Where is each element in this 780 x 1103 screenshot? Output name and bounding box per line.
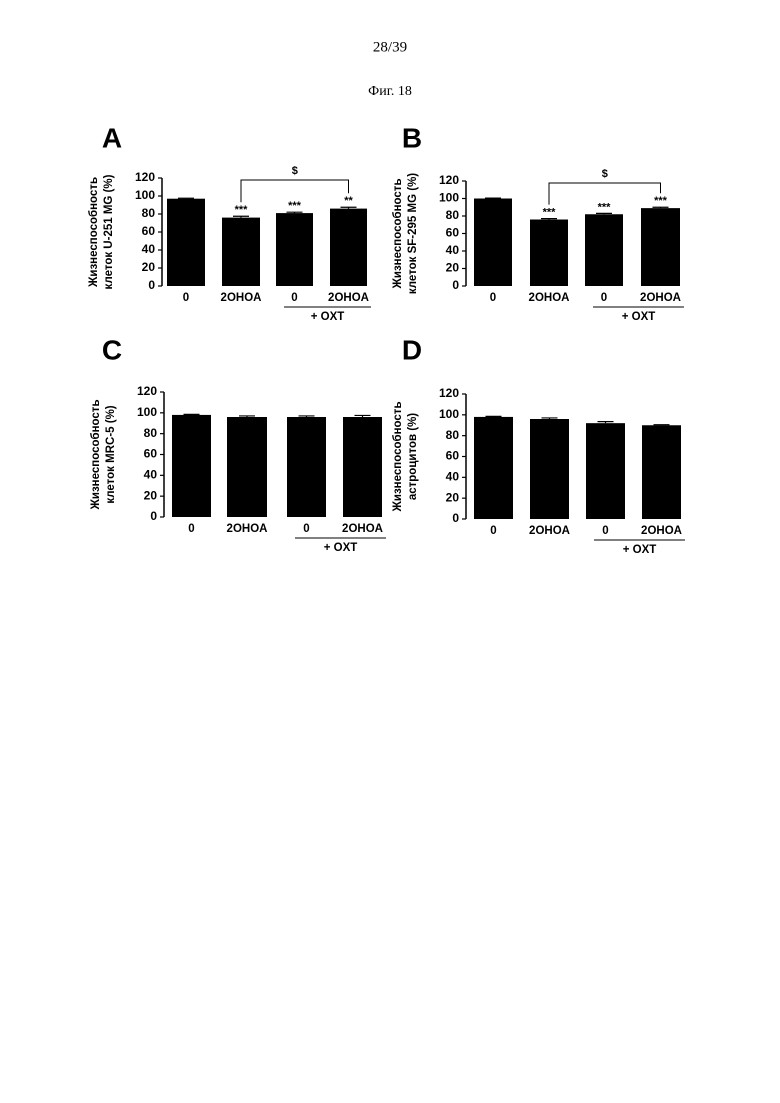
error-bar — [654, 425, 670, 426]
bar — [530, 419, 569, 519]
bar — [474, 417, 513, 519]
bar — [586, 423, 625, 519]
y-tick-label: 20 — [144, 488, 158, 502]
significance-label: ** — [344, 195, 353, 207]
y-tick-label: 60 — [446, 449, 460, 463]
bar — [287, 417, 326, 517]
y-axis-label: астроцитов (%) — [407, 413, 419, 500]
x-tick-label: 0 — [601, 292, 607, 304]
y-tick-label: 100 — [439, 407, 459, 421]
y-tick-label: 100 — [135, 188, 155, 202]
bar — [330, 209, 367, 286]
bar — [276, 213, 313, 286]
y-tick-label: 0 — [150, 509, 157, 523]
y-axis-label: клеток U-251 MG (%) — [103, 174, 115, 289]
bar — [167, 199, 205, 286]
y-axis-label: Жизнеспособность — [88, 177, 100, 288]
figure-label: Фиг. 18 — [368, 84, 412, 99]
y-tick-label: 80 — [446, 428, 460, 442]
y-tick-label: 20 — [446, 261, 460, 275]
significance-label: *** — [288, 200, 302, 212]
y-axis-label: Жизнеспособность — [392, 401, 404, 512]
bar — [642, 425, 681, 519]
y-tick-label: 120 — [135, 170, 155, 184]
group-label: + OXT — [324, 542, 358, 554]
group-label: + OXT — [623, 544, 657, 556]
y-tick-label: 80 — [142, 206, 156, 220]
bar — [172, 415, 211, 517]
significance-label: *** — [598, 201, 612, 213]
background — [0, 0, 780, 1103]
y-tick-label: 100 — [439, 191, 459, 205]
panel-letter: B — [402, 122, 422, 153]
x-tick-label: 2OHOA — [529, 525, 570, 537]
y-axis-label: клеток SF-295 MG (%) — [407, 173, 419, 294]
panel-letter: D — [402, 334, 422, 365]
y-tick-label: 80 — [144, 426, 158, 440]
y-tick-label: 40 — [142, 242, 156, 256]
x-tick-label: 0 — [183, 292, 189, 304]
y-tick-label: 20 — [142, 260, 156, 274]
group-label: + OXT — [311, 311, 345, 323]
y-tick-label: 40 — [446, 470, 460, 484]
significance-label: *** — [543, 207, 557, 219]
comparison-label: $ — [602, 168, 608, 180]
y-tick-label: 120 — [137, 384, 157, 398]
y-tick-label: 0 — [452, 278, 459, 292]
x-tick-label: 0 — [188, 523, 194, 535]
x-tick-label: 0 — [490, 525, 496, 537]
bar — [530, 220, 568, 287]
y-axis-label: Жизнеспособность — [90, 399, 102, 510]
y-tick-label: 0 — [148, 278, 155, 292]
y-tick-label: 100 — [137, 405, 157, 419]
y-tick-label: 0 — [452, 511, 459, 525]
y-tick-label: 20 — [446, 490, 460, 504]
x-tick-label: 2OHOA — [328, 292, 369, 304]
x-tick-label: 0 — [490, 292, 496, 304]
comparison-label: $ — [292, 165, 298, 177]
bar — [222, 218, 260, 286]
x-tick-label: 2OHOA — [641, 525, 682, 537]
error-bar — [486, 416, 502, 417]
page: 28/39 Фиг. 18 AЖизнеспособностьклеток U-… — [0, 0, 780, 1103]
y-tick-label: 40 — [446, 243, 460, 257]
y-tick-label: 120 — [439, 386, 459, 400]
bar — [585, 214, 623, 286]
panel-letter: C — [102, 334, 122, 365]
y-axis-label: Жизнеспособность — [392, 178, 404, 289]
y-axis-label: клеток MRC-5 (%) — [105, 405, 117, 503]
y-tick-label: 60 — [142, 224, 156, 238]
y-tick-label: 60 — [144, 447, 158, 461]
error-bar — [184, 414, 200, 415]
y-tick-label: 40 — [144, 468, 158, 482]
bar — [227, 417, 267, 517]
y-tick-label: 120 — [439, 173, 459, 187]
x-tick-label: 2OHOA — [227, 523, 268, 535]
significance-label: *** — [654, 195, 668, 207]
group-label: + OXT — [622, 311, 656, 323]
x-tick-label: 0 — [303, 523, 309, 535]
x-tick-label: 2OHOA — [640, 292, 681, 304]
bar — [343, 417, 382, 517]
x-tick-label: 2OHOA — [529, 292, 570, 304]
panel-letter: A — [102, 122, 122, 153]
bar — [641, 208, 680, 286]
page-number: 28/39 — [373, 39, 407, 55]
y-tick-label: 60 — [446, 226, 460, 240]
significance-label: *** — [235, 204, 249, 216]
x-tick-label: 0 — [602, 525, 608, 537]
bar — [474, 199, 512, 287]
x-tick-label: 0 — [291, 292, 297, 304]
y-tick-label: 80 — [446, 208, 460, 222]
x-tick-label: 2OHOA — [221, 292, 262, 304]
x-tick-label: 2OHOA — [342, 523, 383, 535]
